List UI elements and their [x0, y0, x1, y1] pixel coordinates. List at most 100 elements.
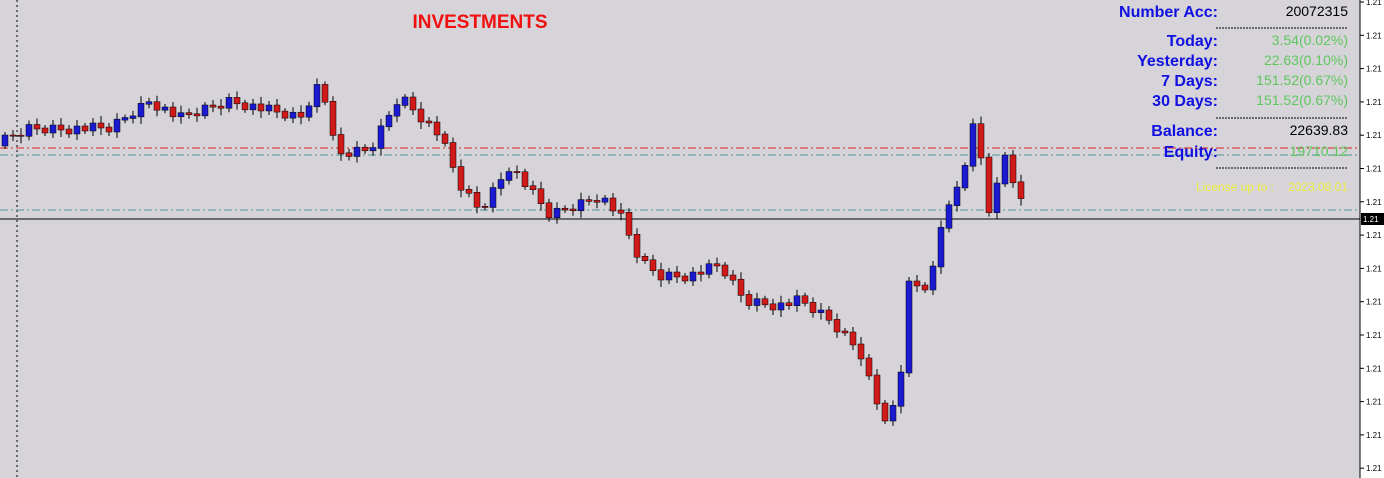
- scale-label: 1.21: [1366, 331, 1382, 340]
- candle-body: [657, 269, 665, 281]
- candle-body: [193, 113, 201, 117]
- candle-body: [473, 192, 481, 208]
- candle-body: [401, 96, 409, 106]
- candle-body: [529, 185, 537, 190]
- candle-body: [105, 126, 113, 133]
- candle-body: [201, 104, 209, 117]
- candle-body: [545, 202, 553, 218]
- candle-body: [353, 146, 361, 157]
- candle-body: [601, 197, 609, 203]
- candle-body: [521, 171, 529, 187]
- candle-body: [1017, 181, 1025, 199]
- panel-value: 19710.12: [1290, 143, 1349, 159]
- candle-body: [577, 199, 585, 212]
- scale-label: 1.21: [1366, 431, 1382, 440]
- scale-label: 1.21: [1366, 165, 1382, 174]
- candle-body: [953, 186, 961, 206]
- candle-body: [617, 209, 625, 214]
- scale-label: 1.21: [1366, 464, 1382, 473]
- candle-body: [777, 302, 785, 311]
- candle-body: [1, 134, 9, 147]
- candle-body: [257, 103, 265, 112]
- candle-body: [321, 84, 329, 103]
- candle-body: [961, 165, 969, 189]
- panel-label: Balance:: [1151, 123, 1218, 140]
- scale-label: 1.21: [1366, 298, 1382, 307]
- candle-body: [177, 112, 185, 118]
- candle-body: [857, 343, 865, 360]
- candle-body: [289, 111, 297, 119]
- candle-body: [65, 128, 73, 135]
- candle-body: [849, 331, 857, 346]
- candle-body: [897, 371, 905, 407]
- panel-value: 151.52(0.67%): [1256, 92, 1348, 108]
- candle-body: [153, 101, 161, 111]
- candle-body: [889, 405, 897, 422]
- candle-body: [865, 357, 873, 377]
- candle-body: [377, 125, 385, 149]
- chart-title: INVESTMENTS: [412, 12, 547, 33]
- candle-body: [513, 171, 521, 173]
- scale-label: 1.21: [1366, 131, 1382, 140]
- panel-value: 22639.83: [1290, 122, 1349, 138]
- candle-body: [905, 280, 913, 374]
- candle-body: [785, 302, 793, 306]
- candle-body: [345, 152, 353, 157]
- candle-body: [553, 207, 561, 218]
- candle-body: [113, 118, 121, 133]
- candle-body: [41, 127, 49, 134]
- candle-body: [361, 146, 369, 152]
- candle-body: [297, 111, 305, 118]
- candle-body: [185, 112, 193, 116]
- account-panel: Number Acc: 20072315 Today: 3.54(0.02%) Yest…: [1119, 3, 1349, 169]
- panel-label: Yesterday:: [1137, 53, 1218, 70]
- candle-body: [697, 271, 705, 275]
- candle-body: [417, 108, 425, 123]
- candle-body: [1001, 154, 1009, 185]
- candle-body: [825, 309, 833, 321]
- license-date: 2023.08.01: [1288, 180, 1348, 194]
- candle-body: [233, 97, 241, 105]
- candle-body: [625, 212, 633, 236]
- candle-body: [273, 104, 281, 113]
- candle-body: [721, 264, 729, 277]
- candle-body: [49, 124, 57, 134]
- candle-body: [833, 319, 841, 333]
- candle-body: [145, 101, 153, 105]
- candle-body: [753, 298, 761, 306]
- scale-label: 1.21: [1366, 0, 1382, 7]
- candle-body: [673, 271, 681, 278]
- scale-label: 1.21: [1366, 231, 1382, 240]
- scale-label: 1.21: [1366, 31, 1382, 40]
- candle-body: [97, 122, 105, 129]
- candle-body: [793, 295, 801, 306]
- candle-body: [985, 156, 993, 213]
- candle-body: [809, 302, 817, 313]
- candle-body: [817, 309, 825, 313]
- panel-value: 20072315: [1286, 3, 1349, 19]
- candle-body: [81, 125, 89, 132]
- candle-body: [425, 120, 433, 124]
- candle-body: [169, 106, 177, 118]
- candle-body: [665, 271, 673, 281]
- panel-label: Equity:: [1164, 144, 1218, 161]
- scale-label: 1.21: [1366, 198, 1382, 207]
- candle-body: [209, 104, 217, 108]
- scale-label: 1.21: [1366, 398, 1382, 407]
- candle-body: [33, 124, 41, 130]
- candle-body: [25, 124, 33, 137]
- candle-body: [217, 105, 225, 109]
- candle-body: [497, 179, 505, 189]
- candle-body: [385, 114, 393, 128]
- scale-label: 1.21: [1366, 65, 1382, 74]
- candle-body: [729, 274, 737, 281]
- candle-body: [73, 125, 81, 135]
- candle-body: [505, 171, 513, 181]
- candle-body: [945, 204, 953, 229]
- candle-body: [265, 104, 273, 112]
- candle-body: [745, 294, 753, 306]
- candle-body: [481, 206, 489, 208]
- candle-body: [137, 103, 145, 118]
